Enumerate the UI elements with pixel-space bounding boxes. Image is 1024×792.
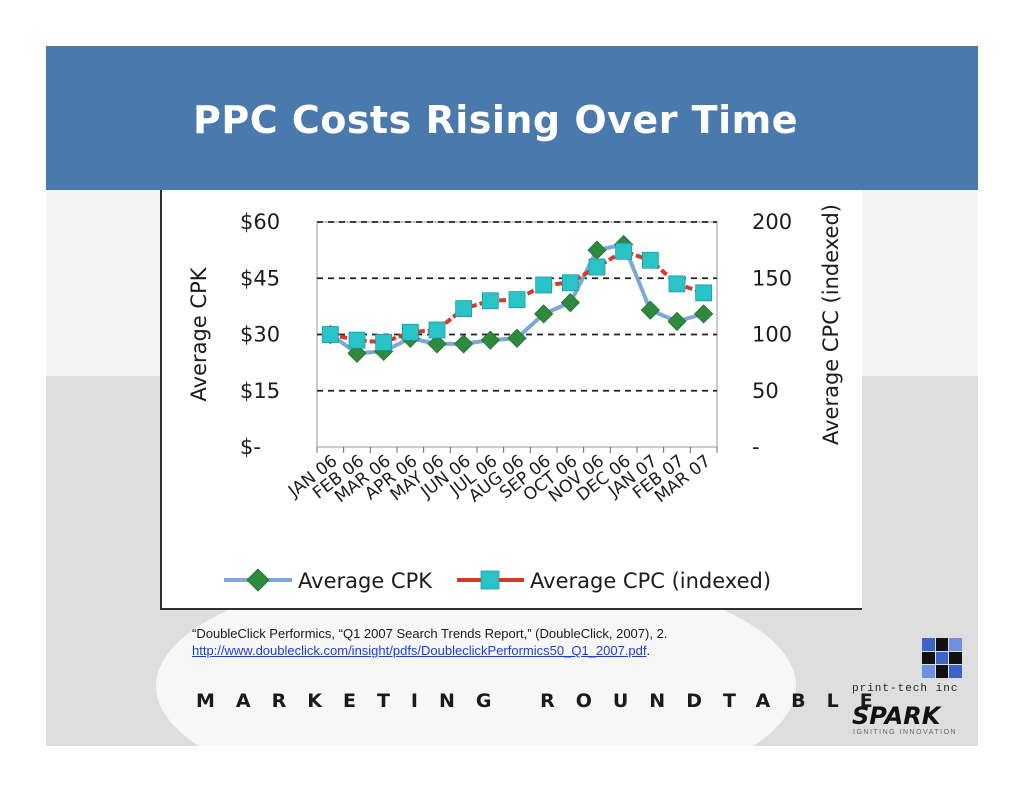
citation-text: “DoubleClick Performics, “Q1 2007 Search… (192, 626, 668, 641)
cpc-point (348, 331, 366, 349)
y-tick-label: $45 (240, 266, 280, 290)
legend-label-cpc: Average CPC (indexed) (530, 569, 771, 593)
footer-text: MARKETING ROUNDTABLE (196, 690, 894, 712)
cpk-point (534, 304, 554, 324)
cpk-point (427, 334, 447, 354)
cpk-point (560, 293, 580, 313)
y-tick-label: $60 (240, 210, 280, 234)
cpk-point (480, 330, 500, 350)
y2-tick-label: 200 (752, 210, 792, 234)
cpk-point (667, 311, 687, 331)
cpc-point (668, 275, 686, 293)
y-tick-label: $15 (240, 379, 280, 403)
citation-end: . (646, 643, 651, 658)
logo-company: print-tech inc (852, 683, 959, 695)
cpc-point (561, 274, 579, 292)
y-tick-label: $30 (240, 323, 280, 347)
cpc-point (321, 326, 339, 343)
cpk-point (454, 334, 474, 354)
citation-link[interactable]: http://www.doubleclick.com/insight/pdfs/… (192, 643, 647, 658)
slide-title: PPC Costs Rising Over Time (193, 98, 798, 142)
legend-label-cpk: Average CPK (298, 569, 433, 593)
cpc-point (481, 292, 499, 310)
cpc-point (455, 300, 473, 318)
cpk-point (694, 304, 714, 324)
cpk-point (507, 328, 527, 348)
cpc-point (428, 321, 446, 339)
chart: $- $15 $30 $45 $60 - 50 100 150 200 Average CPK Ave… (187, 204, 843, 593)
citation: “DoubleClick Performics, “Q1 2007 Search… (192, 625, 792, 659)
y2-tick-label: - (752, 435, 760, 459)
legend-marker-cpk (246, 568, 270, 592)
cpc-point (588, 258, 606, 276)
y2-tick-label: 50 (752, 379, 779, 403)
cpc-point (695, 284, 713, 302)
cpc-point (641, 251, 659, 269)
series-line-cpc (329, 249, 705, 345)
print-tech-logo-icon (922, 638, 962, 678)
y2-axis-title: Average CPC (indexed) (819, 204, 843, 445)
cpc-point (375, 333, 393, 351)
cpc-point (615, 242, 633, 260)
chart-panel: $- $15 $30 $45 $60 - 50 100 150 200 Average CPK Ave… (160, 190, 862, 610)
logo-tagline: IGNITING INNOVATION (853, 729, 958, 736)
y2-tick-label: 150 (752, 266, 792, 290)
logo-brand: SPARK (852, 702, 941, 730)
cpc-point (508, 291, 526, 309)
cpc-point (535, 276, 553, 294)
cpc-point (401, 323, 419, 341)
y-axis-title: Average CPK (187, 266, 211, 401)
y-tick-label: $- (240, 435, 261, 459)
cpk-point (347, 343, 367, 363)
legend-marker-cpc (480, 570, 500, 590)
title-bar (46, 46, 978, 190)
y2-tick-label: 100 (752, 323, 792, 347)
cpk-point (640, 300, 660, 320)
